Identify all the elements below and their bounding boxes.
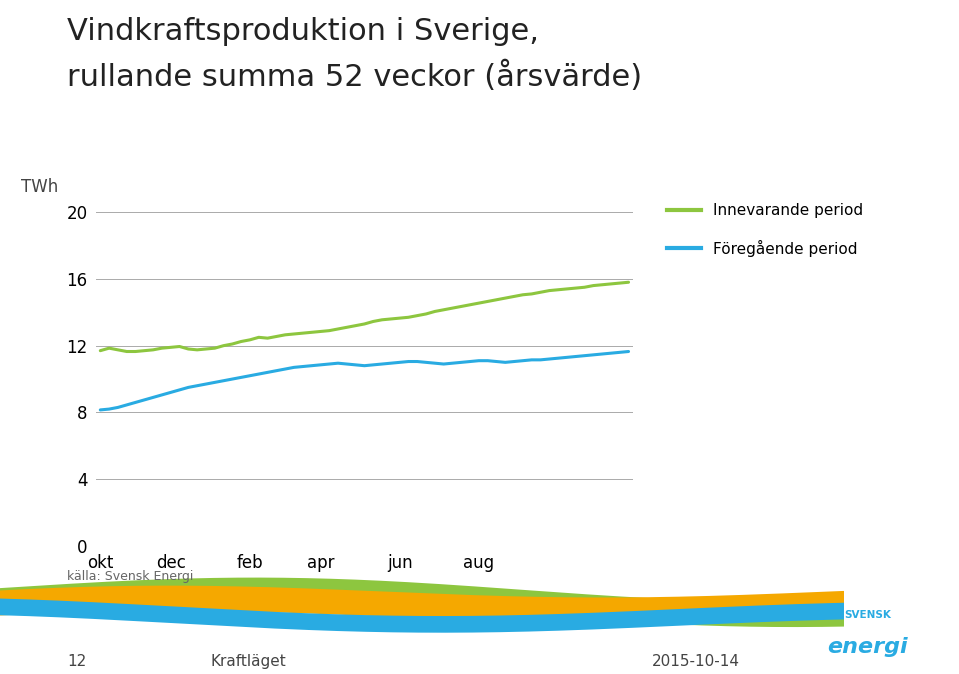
Text: energi: energi xyxy=(828,637,908,657)
Text: Kraftläget: Kraftläget xyxy=(211,654,287,669)
Text: SVENSK: SVENSK xyxy=(845,610,891,620)
Text: rullande summa 52 veckor (årsvärde): rullande summa 52 veckor (årsvärde) xyxy=(67,61,643,92)
Text: 2015-10-14: 2015-10-14 xyxy=(652,654,740,669)
Text: TWh: TWh xyxy=(21,178,58,196)
Text: Vindkraftsproduktion i Sverige,: Vindkraftsproduktion i Sverige, xyxy=(67,17,539,46)
Text: källa: Svensk Energi: källa: Svensk Energi xyxy=(67,570,194,582)
Legend: Innevarande period, Föregående period: Innevarande period, Föregående period xyxy=(667,203,863,257)
Text: 12: 12 xyxy=(67,654,86,669)
